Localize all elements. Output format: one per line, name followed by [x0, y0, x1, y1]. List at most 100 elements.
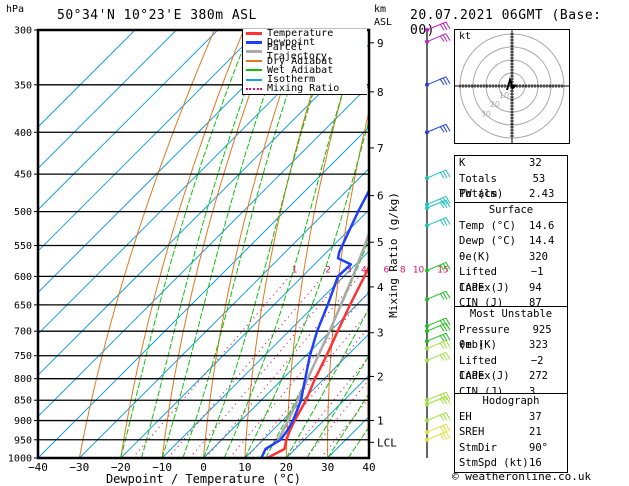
wind-barb — [426, 21, 451, 31]
index-row-k: K 32 — [459, 157, 542, 169]
x-tick-label: 20 — [280, 461, 293, 474]
surface-title: Surface — [488, 204, 534, 216]
isotherm-line — [244, 333, 369, 458]
legend-label: Parcel Trajectory — [266, 41, 327, 62]
x-tick-label: −40 — [28, 461, 48, 474]
legend-swatch — [246, 60, 262, 63]
y-tick-label: 450 — [14, 170, 32, 181]
dewpoint-line — [260, 188, 369, 458]
hodograph-ring-label: 10 — [499, 91, 509, 100]
isotherm-line — [161, 250, 369, 458]
x-tick-label: −30 — [69, 461, 89, 474]
y-tick-label: 800 — [14, 374, 32, 385]
wind-barb — [426, 123, 451, 133]
mixing-ratio-label: 4 — [361, 265, 367, 275]
most-unstable-row: CAPE (J) 272 — [459, 370, 548, 382]
most-unstable-row: Lifted Index −2 — [459, 354, 544, 383]
hodograph-row: SREH 21 — [459, 426, 542, 438]
most-unstable-row: θe (K) 323 — [459, 339, 548, 351]
index-row-totals: Totals Totals 53 — [459, 172, 546, 201]
mixing-ratio-label: 10 — [413, 265, 425, 275]
legend-label: Wet Adiabat — [267, 64, 334, 76]
isotherm-line — [38, 84, 369, 418]
hodograph-title: Hodograph — [482, 395, 540, 407]
surface-table: Surface Temp (°C) 14.6 Dewp (°C) 14.4 θe(K… — [454, 202, 568, 313]
legend-item: Temperature — [243, 28, 367, 39]
wind-barb — [426, 391, 451, 401]
height-tick-label: 3 — [377, 327, 384, 340]
parcel-trajectory-line — [275, 230, 369, 443]
y-tick-label: 600 — [14, 272, 32, 283]
legend-label: Temperature — [267, 28, 334, 39]
height-tick-label: 9 — [377, 37, 384, 50]
most-unstable-title: Most Unstable — [469, 308, 553, 320]
wind-barb — [426, 431, 451, 441]
hodograph-row: EH 37 — [459, 410, 542, 423]
wet-adiabat-line — [327, 392, 369, 458]
legend-item: Wet Adiabat — [243, 64, 367, 76]
mixing-ratio-label: 6 — [383, 265, 389, 275]
pressure-axis-unit: hPa — [6, 4, 25, 15]
wind-barb — [426, 412, 451, 422]
y-tick-label: 550 — [14, 241, 32, 252]
temperature-line — [266, 263, 369, 458]
y-tick-label: 900 — [14, 416, 32, 427]
height-tick-label: 1 — [377, 415, 384, 428]
mixing-ratio-axis-label: Mixing Ratio (g/kg) — [387, 192, 400, 318]
legend-swatch — [246, 50, 262, 54]
dry-adiabat-line — [586, 30, 618, 458]
legend-label: Dewpoint — [267, 37, 316, 49]
height-axis-unit: km — [374, 4, 387, 15]
isotherm-line — [38, 30, 260, 252]
isotherm-line — [120, 209, 369, 458]
y-tick-label: 850 — [14, 396, 32, 407]
wind-barb — [426, 261, 451, 271]
legend-swatch — [246, 32, 262, 36]
wind-barb — [426, 317, 451, 327]
x-tick-label: −20 — [111, 461, 131, 474]
wind-barb — [426, 217, 451, 226]
x-axis-label: Dewpoint / Temperature (°C) — [106, 472, 301, 486]
hodograph: kt 10 20 30 — [454, 29, 570, 144]
height-tick-label: 5 — [377, 236, 384, 249]
legend-item: Parcel Trajectory — [243, 42, 367, 62]
x-tick-label: −10 — [152, 461, 172, 474]
wind-barb — [426, 33, 451, 43]
wet-adiabat-line — [306, 354, 369, 458]
isotherm-line — [38, 30, 343, 335]
legend-swatch — [246, 41, 262, 45]
legend-label: Dry Adiabat — [267, 55, 334, 67]
wind-barb — [426, 332, 451, 342]
datetime-title: 20.07.2021 06GMT (Base: 00) — [410, 8, 602, 38]
hodograph-ring-label: 30 — [481, 109, 491, 118]
legend-swatch — [246, 78, 262, 81]
plot-frame — [36, 28, 371, 460]
height-tick-label: 7 — [377, 142, 384, 155]
mixing-ratio-label: 8 — [400, 265, 406, 275]
wind-barb — [426, 423, 451, 433]
most-unstable-table: Most Unstable Pressure (mb) 925 θe (K) 323… — [454, 306, 568, 401]
y-tick-label: 300 — [14, 26, 32, 37]
mixing-ratio-label: 3 — [346, 265, 352, 275]
mixing-ratio-line — [286, 356, 369, 458]
mixing-ratio-label: 1 — [292, 265, 298, 275]
y-tick-label: 500 — [14, 207, 32, 218]
wind-barb — [426, 195, 451, 205]
y-tick-label: 400 — [14, 128, 32, 139]
hodograph-row: StmSpd (kt) 16 — [459, 457, 542, 469]
mixing-ratio-line — [246, 309, 369, 458]
dry-adiabat-line — [78, 30, 215, 458]
height-axis-unit-asl: ASL — [374, 17, 393, 28]
legend-swatch — [246, 87, 262, 90]
isotherm-line — [38, 126, 369, 458]
y-tick-label: 950 — [14, 435, 32, 446]
height-tick-label: 2 — [377, 370, 384, 383]
wind-barb — [426, 169, 451, 179]
height-tick-label: 8 — [377, 86, 384, 99]
copyright-credit[interactable]: © weatheronline.co.uk — [452, 470, 592, 483]
general-indices-table: K 32 Totals Totals 53 PW (cm) 2.43 — [454, 155, 568, 204]
surface-row: CAPE (J) 94 — [459, 281, 542, 294]
index-row-pw: PW (cm) 2.43 — [459, 188, 555, 200]
wind-barb — [426, 322, 451, 332]
legend-swatch — [246, 69, 262, 72]
